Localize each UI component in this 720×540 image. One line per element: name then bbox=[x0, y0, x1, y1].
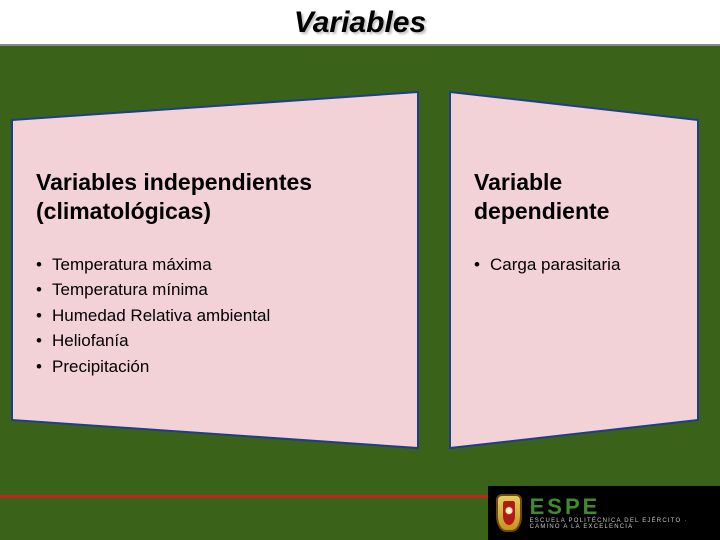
footer-brand: ESPE ESCUELA POLITÉCNICA DEL EJÉRCITO · … bbox=[488, 486, 720, 540]
espe-text-block: ESPE ESCUELA POLITÉCNICA DEL EJÉRCITO · … bbox=[530, 496, 720, 530]
dependent-var-content: Variable dependiente Carga parasitaria bbox=[448, 90, 700, 450]
title-band: Variables bbox=[0, 0, 720, 44]
list-item: Heliofanía bbox=[36, 328, 394, 354]
dependent-var-list: Carga parasitaria bbox=[474, 252, 680, 278]
independent-vars-heading: Variables independientes (climatológicas… bbox=[36, 168, 394, 226]
dependent-var-heading: Variable dependiente bbox=[474, 168, 680, 226]
list-item: Precipitación bbox=[36, 354, 394, 380]
list-item: Temperatura mínima bbox=[36, 277, 394, 303]
list-item: Humedad Relativa ambiental bbox=[36, 303, 394, 329]
espe-name: ESPE bbox=[530, 496, 720, 518]
dependent-var-panel: Variable dependiente Carga parasitaria bbox=[448, 90, 700, 450]
independent-vars-list: Temperatura máxima Temperatura mínima Hu… bbox=[36, 252, 394, 380]
list-item: Temperatura máxima bbox=[36, 252, 394, 278]
list-item: Carga parasitaria bbox=[474, 252, 680, 278]
title-underline bbox=[0, 44, 720, 46]
espe-crest-icon bbox=[496, 494, 522, 532]
independent-vars-content: Variables independientes (climatológicas… bbox=[10, 90, 420, 450]
espe-tagline: ESCUELA POLITÉCNICA DEL EJÉRCITO · CAMIN… bbox=[530, 518, 720, 530]
independent-vars-panel: Variables independientes (climatológicas… bbox=[10, 90, 420, 450]
panels-row: Variables independientes (climatológicas… bbox=[10, 90, 710, 450]
page-title: Variables bbox=[0, 6, 720, 40]
